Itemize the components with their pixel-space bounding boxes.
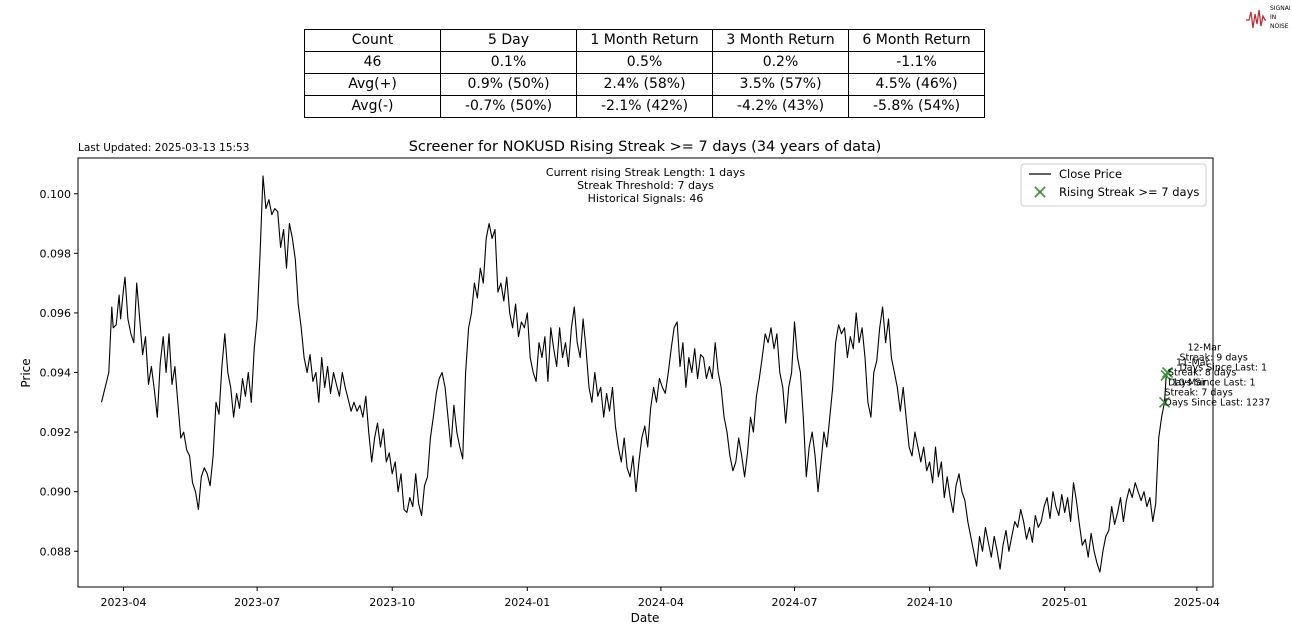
y-axis-label: Price	[19, 358, 33, 387]
x-tick-label: 2024-07	[772, 596, 818, 609]
signal-annotation-line: Days Since Last: 1	[1168, 377, 1256, 388]
y-tick-label: 0.092	[40, 426, 72, 439]
signal-annotation-line: Streak: 8 days	[1168, 367, 1236, 378]
table-cell: 4.5% (46%)	[848, 73, 985, 96]
info-text-line: Streak Threshold: 7 days	[577, 179, 714, 192]
signal-annotation-line: Days Since Last: 1	[1179, 363, 1267, 374]
y-tick-label: 0.090	[40, 486, 72, 499]
info-text-line: Current rising Streak Length: 1 days	[546, 166, 745, 179]
signal-annotation-line: Streak: 9 days	[1179, 353, 1247, 364]
table-cell: -4.2% (43%)	[712, 95, 849, 118]
logo-waveform	[1246, 9, 1266, 29]
y-tick-label: 0.096	[40, 307, 72, 320]
y-tick-label: 0.098	[40, 247, 72, 260]
close-price-line	[100, 175, 1170, 573]
legend: Close Price Rising Streak >= 7 days	[1020, 163, 1207, 207]
chart-title: Screener for NOKUSD Rising Streak >= 7 d…	[409, 139, 882, 155]
x-axis-label: Date	[631, 611, 660, 625]
table-header-row: Count 5 Day 1 Month Return 3 Month Return 6 …	[304, 29, 985, 52]
table-row: Avg(+) 0.9% (50%) 2.4% (58%) 3.5% (57%) 4.5%…	[304, 73, 985, 96]
signal-annotation-line: 11-Mar	[1176, 357, 1210, 368]
logo-text: NOISE	[1270, 23, 1289, 30]
x-tick-label: 2025-04	[1174, 596, 1220, 609]
legend-label: Rising Streak >= 7 days	[1059, 185, 1199, 199]
table-cell: -5.8% (54%)	[848, 95, 985, 118]
x-tick-label: 2024-10	[907, 596, 953, 609]
signal-annotation-line: 10-Mar	[1173, 377, 1207, 388]
table-cell: 3.5% (57%)	[712, 73, 849, 96]
table-row: Avg(-) -0.7% (50%) -2.1% (42%) -4.2% (43%) -…	[304, 95, 985, 118]
streak-marker	[1161, 366, 1174, 379]
streak-marker	[1158, 396, 1171, 408]
streak-marker	[1160, 369, 1172, 382]
info-text-line: Historical Signals: 46	[588, 192, 704, 205]
x-tick-label: 2023-04	[101, 596, 147, 609]
logo-text: SIGNAL	[1270, 5, 1290, 12]
legend-label: Close Price	[1059, 167, 1122, 181]
table-cell: 2.4% (58%)	[576, 73, 713, 96]
returns-table: Count 5 Day 1 Month Return 3 Month Return 6 …	[304, 29, 985, 118]
y-tick-label: 0.100	[40, 188, 72, 201]
legend-marker-swatch	[1034, 186, 1046, 198]
signal-annotation-line: Streak: 7 days	[1165, 387, 1233, 398]
y-tick-label: 0.088	[40, 545, 72, 558]
x-tick-label: 2024-04	[638, 596, 684, 609]
x-tick-label: 2023-07	[234, 596, 280, 609]
info-text: Current rising Streak Length: 1 daysStre…	[546, 166, 745, 205]
table-header-cell: 6 Month Return	[848, 29, 985, 52]
logo-text: IN	[1270, 14, 1276, 21]
x-tick-label: 2023-10	[369, 596, 415, 609]
x-tick-label: 2024-01	[504, 596, 550, 609]
signal-annotation-line: Days Since Last: 1237	[1165, 397, 1271, 408]
signal-in-noise-logo: SIGNAL IN NOISE	[1246, 5, 1290, 30]
x-tick-label: 2025-01	[1042, 596, 1088, 609]
y-tick-label: 0.094	[40, 367, 72, 380]
signal-annotation-line: 12-Mar	[1187, 343, 1221, 354]
table-cell: -0.7% (50%)	[440, 95, 577, 118]
table-cell: -2.1% (42%)	[576, 95, 713, 118]
table-cell: Avg(-)	[304, 95, 441, 118]
legend-box	[1020, 163, 1207, 207]
last-updated-text: Last Updated: 2025-03-13 15:53	[78, 142, 249, 154]
